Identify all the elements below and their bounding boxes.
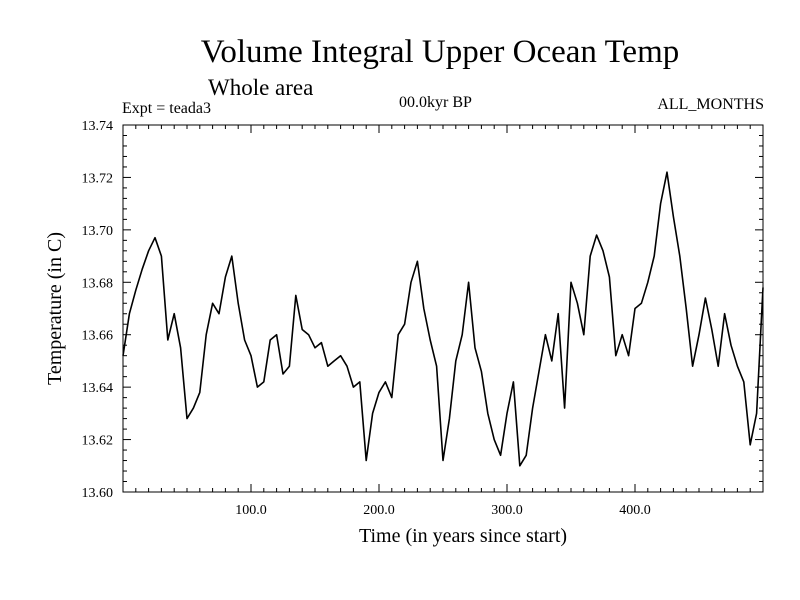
x-tick-label: 400.0 — [619, 503, 651, 518]
y-tick-label: 13.60 — [82, 486, 114, 501]
era-label: 00.0kyr BP — [399, 94, 472, 111]
axis-ticks — [123, 125, 763, 492]
x-axis-label: Time (in years since start) — [359, 525, 567, 547]
y-tick-labels: 13.60 13.62 13.64 13.66 13.68 13.70 13.72 13.74 — [82, 119, 114, 501]
y-tick-label: 13.66 — [82, 329, 114, 344]
x-tick-label: 100.0 — [235, 503, 267, 518]
y-tick-label: 13.70 — [82, 224, 114, 239]
y-tick-label: 13.68 — [82, 276, 114, 291]
experiment-label: Expt = teada3 — [122, 100, 211, 117]
chart-title: Volume Integral Upper Ocean Temp — [200, 34, 680, 70]
months-label: ALL_MONTHS — [657, 96, 764, 113]
series-line — [122, 171, 764, 467]
x-tick-label: 200.0 — [363, 503, 395, 518]
y-tick-label: 13.72 — [82, 171, 114, 186]
y-axis-label: Temperature (in C) — [44, 232, 66, 385]
x-tick-labels: 100.0 200.0 300.0 400.0 — [235, 503, 651, 518]
plot-frame — [122, 124, 764, 493]
y-tick-label: 13.62 — [82, 434, 114, 449]
y-tick-label: 13.74 — [82, 119, 114, 134]
chart-subtitle: Whole area — [208, 75, 314, 100]
series-lines — [122, 171, 764, 467]
x-tick-label: 300.0 — [491, 503, 523, 518]
y-tick-label: 13.64 — [82, 381, 114, 396]
